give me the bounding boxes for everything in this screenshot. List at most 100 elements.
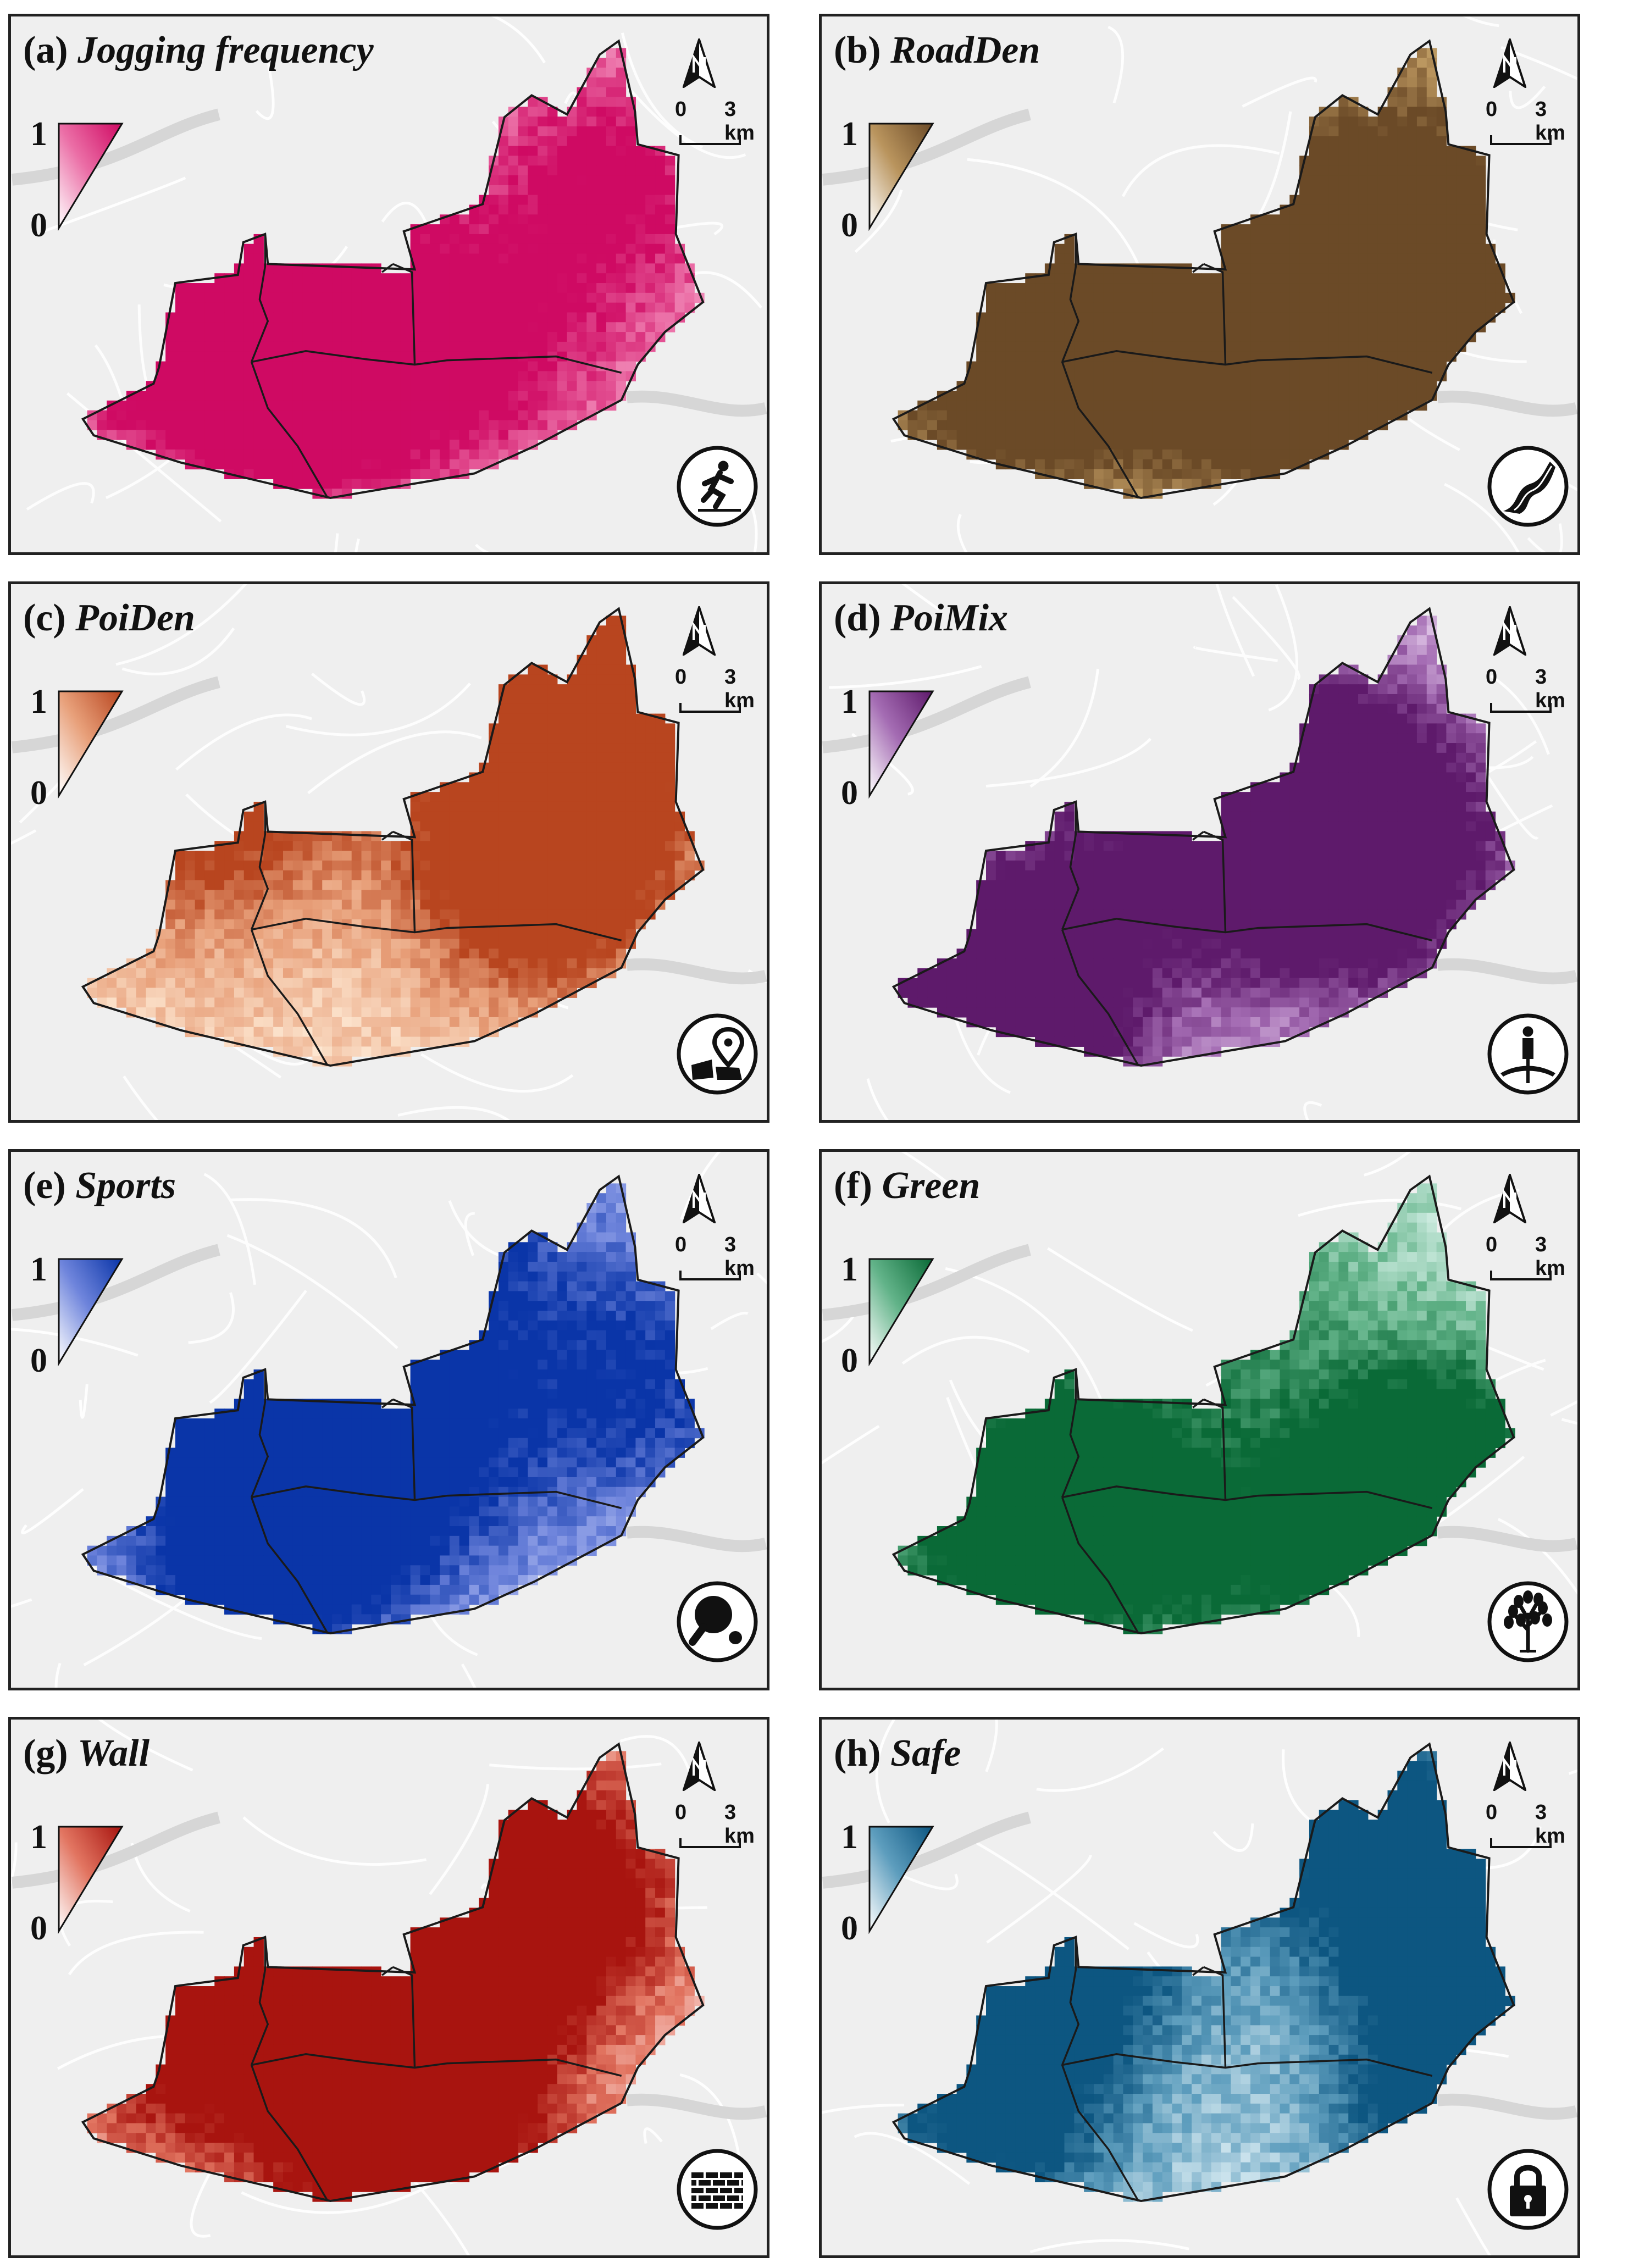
panel-title: (d) PoiMix — [834, 596, 1008, 640]
scale-end-label: 3 km — [1535, 1801, 1565, 1848]
legend-color-ramp — [868, 123, 934, 231]
person-crossroads-icon — [1487, 1013, 1569, 1095]
scale-start-label: 0 — [675, 98, 687, 121]
study-area-boundary — [891, 1174, 1515, 1635]
scale-bar: 0 3 km — [1486, 1801, 1577, 1861]
study-area-boundary — [891, 607, 1515, 1067]
basemap-river — [822, 1811, 1577, 2120]
legend-color-ramp — [58, 690, 124, 799]
scale-line — [679, 135, 741, 145]
legend-min-label: 0 — [30, 207, 47, 244]
map-panel: (c) PoiDen 1 0 0 3 km — [8, 581, 769, 1123]
scale-line — [679, 1838, 741, 1848]
legend-max-label: 1 — [30, 683, 47, 720]
panel-letter: (g) — [23, 1732, 68, 1775]
legend-max-label: 1 — [841, 683, 858, 720]
map-pin-icon — [677, 1013, 758, 1095]
scale-start-label: 0 — [1486, 1233, 1498, 1256]
basemap-river — [11, 1811, 767, 2120]
study-area-boundary — [81, 607, 705, 1067]
panel-letter: (h) — [834, 1732, 881, 1775]
district-boundaries — [1061, 1369, 1433, 1634]
panel-letter: (f) — [834, 1165, 872, 1207]
north-arrow-icon — [1493, 606, 1526, 656]
scale-start-label: 0 — [1486, 1801, 1498, 1824]
scale-end-label: 3 km — [1535, 666, 1565, 712]
legend-color-ramp — [868, 690, 934, 799]
scale-line — [679, 1271, 741, 1280]
basemap-river — [822, 1244, 1577, 1552]
value-raster — [898, 1751, 1515, 2202]
legend-color-ramp — [58, 1258, 124, 1367]
basemap-roads — [822, 1720, 1577, 2255]
choropleth-map — [11, 584, 767, 1120]
basemap-river — [11, 1244, 767, 1552]
scale-start-label: 0 — [1486, 98, 1498, 121]
legend-min-label: 0 — [30, 1910, 47, 1947]
north-arrow-icon — [1493, 38, 1526, 88]
district-boundaries — [250, 1937, 622, 2202]
legend-max-label: 1 — [30, 1818, 47, 1856]
legend-min-label: 0 — [30, 774, 47, 812]
panel-letter: (c) — [23, 597, 66, 639]
panel-variable-name: Wall — [77, 1732, 150, 1775]
choropleth-map — [11, 1720, 767, 2255]
study-area-boundary — [81, 1174, 705, 1635]
north-arrow-icon — [683, 1742, 716, 1791]
district-boundaries — [250, 801, 622, 1066]
value-raster — [898, 1183, 1515, 1634]
north-arrow-icon — [683, 38, 716, 88]
choropleth-map — [822, 1152, 1577, 1688]
legend-min-label: 0 — [841, 207, 858, 244]
map-panel: (g) Wall 1 0 0 3 km — [8, 1717, 769, 2258]
value-raster — [87, 1751, 705, 2202]
scale-start-label: 0 — [675, 1801, 687, 1824]
north-arrow-icon — [1493, 1174, 1526, 1223]
panel-title: (h) Safe — [834, 1732, 961, 1776]
district-boundaries — [250, 234, 622, 498]
legend-min-label: 0 — [841, 1910, 858, 1947]
scale-line — [679, 703, 741, 713]
study-area-boundary — [891, 39, 1515, 500]
choropleth-map — [11, 16, 767, 552]
map-panel: (b) RoadDen 1 0 0 3 km — [819, 14, 1580, 555]
tree-icon — [1487, 1581, 1569, 1662]
legend-color-ramp — [868, 1826, 934, 1934]
panel-letter: (d) — [834, 597, 881, 639]
choropleth-map — [822, 1720, 1577, 2255]
panel-letter: (a) — [23, 29, 68, 71]
panel-title: (e) Sports — [23, 1164, 176, 1208]
panel-variable-name: Safe — [890, 1732, 961, 1775]
padlock-icon — [1487, 2149, 1569, 2230]
basemap-river — [11, 676, 767, 985]
scale-line — [1490, 135, 1552, 145]
map-panel: (d) PoiMix 1 0 0 3 km — [819, 581, 1580, 1123]
legend-min-label: 0 — [841, 774, 858, 812]
value-raster — [87, 1183, 705, 1634]
panel-letter: (e) — [23, 1165, 66, 1207]
panel-title: (a) Jogging frequency — [23, 29, 374, 73]
panel-variable-name: Green — [882, 1165, 981, 1207]
basemap-river — [822, 108, 1577, 417]
road-icon — [1487, 446, 1569, 527]
choropleth-map — [11, 1152, 767, 1688]
district-boundaries — [1061, 801, 1433, 1066]
study-area-boundary — [81, 1742, 705, 2203]
legend-max-label: 1 — [30, 115, 47, 153]
panel-title: (c) PoiDen — [23, 596, 195, 640]
district-boundaries — [1061, 234, 1433, 498]
jogger-icon — [677, 446, 758, 527]
value-raster — [87, 48, 705, 499]
basemap-river — [822, 676, 1577, 985]
legend-color-ramp — [868, 1258, 934, 1367]
panel-variable-name: RoadDen — [890, 29, 1040, 71]
panel-title: (f) Green — [834, 1164, 980, 1208]
basemap-river — [11, 108, 767, 417]
